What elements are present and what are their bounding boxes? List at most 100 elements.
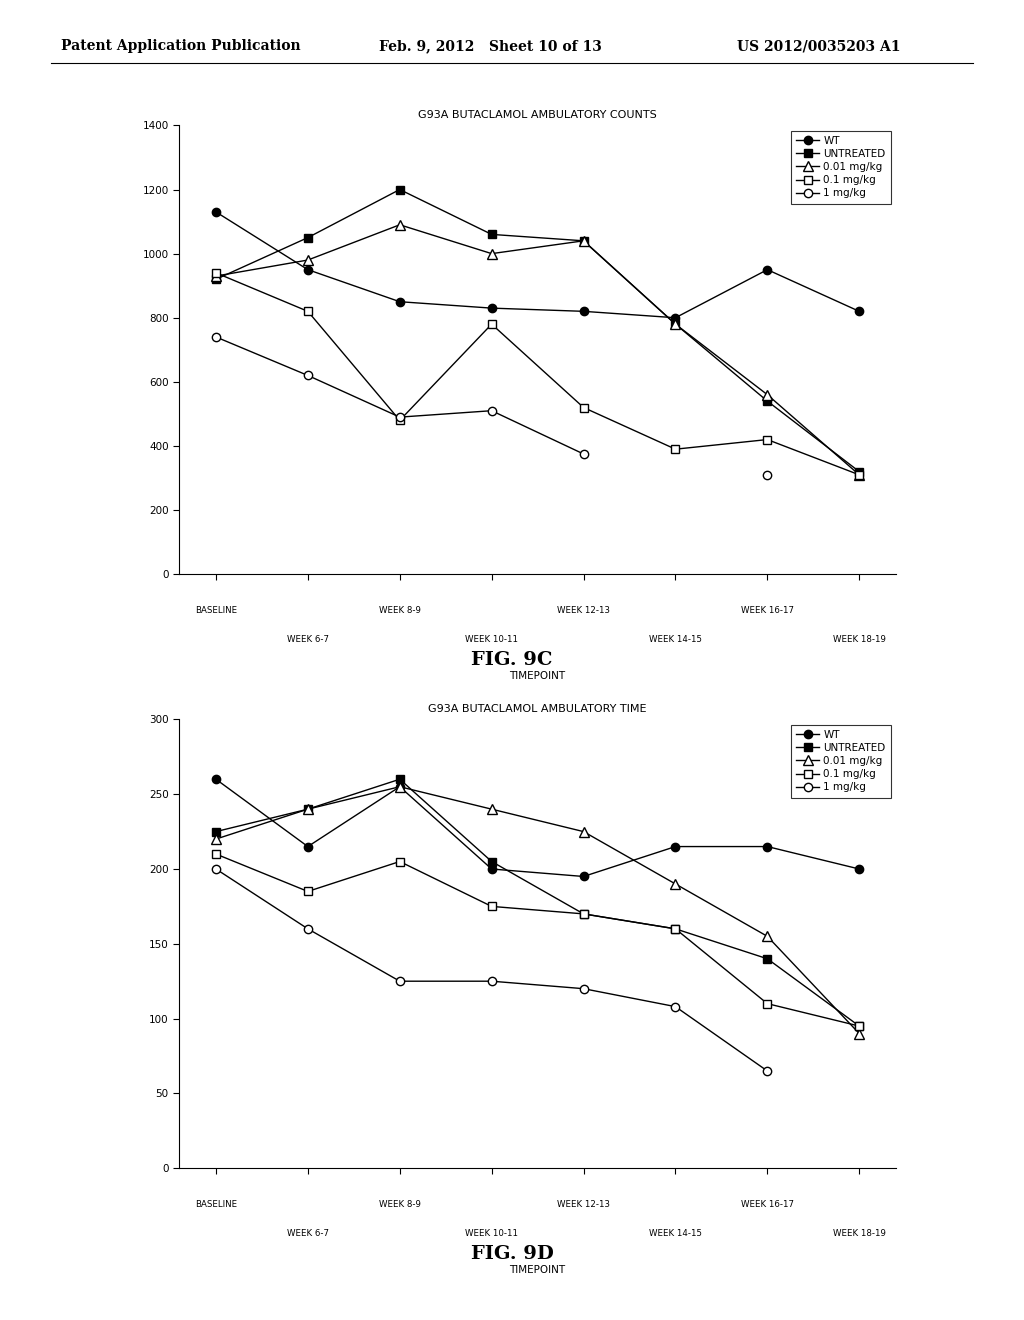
Line: UNTREATED: UNTREATED bbox=[212, 185, 863, 475]
Line: 0.01 mg/kg: 0.01 mg/kg bbox=[211, 220, 864, 479]
UNTREATED bbox=[393, 771, 406, 787]
WT bbox=[302, 261, 314, 277]
0.01 mg/kg bbox=[393, 779, 406, 795]
0.01 mg/kg bbox=[670, 317, 682, 333]
UNTREATED bbox=[393, 182, 406, 198]
UNTREATED bbox=[210, 824, 222, 840]
WT bbox=[670, 310, 682, 326]
WT bbox=[210, 771, 222, 787]
Line: 0.1 mg/kg: 0.1 mg/kg bbox=[212, 850, 863, 1030]
1 mg/kg bbox=[210, 861, 222, 876]
Legend: WT, UNTREATED, 0.01 mg/kg, 0.1 mg/kg, 1 mg/kg: WT, UNTREATED, 0.01 mg/kg, 0.1 mg/kg, 1 … bbox=[792, 725, 891, 797]
0.01 mg/kg bbox=[210, 832, 222, 847]
Text: WEEK 14-15: WEEK 14-15 bbox=[649, 1229, 701, 1238]
Line: WT: WT bbox=[212, 207, 863, 322]
1 mg/kg bbox=[761, 1063, 773, 1078]
0.1 mg/kg bbox=[670, 441, 682, 457]
1 mg/kg bbox=[302, 921, 314, 937]
1 mg/kg bbox=[578, 446, 590, 462]
Text: BASELINE: BASELINE bbox=[195, 606, 237, 615]
0.01 mg/kg bbox=[670, 876, 682, 892]
WT bbox=[761, 261, 773, 277]
Title: G93A BUTACLAMOL AMBULATORY COUNTS: G93A BUTACLAMOL AMBULATORY COUNTS bbox=[418, 111, 657, 120]
WT bbox=[485, 861, 498, 876]
UNTREATED bbox=[761, 393, 773, 409]
0.1 mg/kg bbox=[670, 921, 682, 937]
0.01 mg/kg bbox=[853, 1026, 865, 1041]
Line: WT: WT bbox=[212, 775, 863, 880]
UNTREATED bbox=[485, 854, 498, 870]
WT bbox=[302, 838, 314, 854]
Text: WEEK 6-7: WEEK 6-7 bbox=[287, 1229, 329, 1238]
1 mg/kg bbox=[578, 981, 590, 997]
1 mg/kg bbox=[485, 403, 498, 418]
Text: TIMEPOINT: TIMEPOINT bbox=[510, 1265, 565, 1275]
WT bbox=[853, 861, 865, 876]
0.1 mg/kg bbox=[485, 317, 498, 333]
0.01 mg/kg bbox=[761, 387, 773, 403]
0.01 mg/kg bbox=[485, 246, 498, 261]
1 mg/kg bbox=[485, 973, 498, 989]
0.01 mg/kg bbox=[302, 252, 314, 268]
Text: WEEK 18-19: WEEK 18-19 bbox=[833, 1229, 886, 1238]
0.1 mg/kg bbox=[393, 412, 406, 428]
WT bbox=[393, 779, 406, 795]
1 mg/kg bbox=[302, 367, 314, 383]
Text: WEEK 10-11: WEEK 10-11 bbox=[465, 1229, 518, 1238]
Line: 1 mg/kg: 1 mg/kg bbox=[212, 865, 771, 1074]
WT bbox=[761, 838, 773, 854]
WT bbox=[210, 205, 222, 220]
1 mg/kg bbox=[670, 999, 682, 1015]
Text: WEEK 16-17: WEEK 16-17 bbox=[740, 1200, 794, 1209]
0.1 mg/kg bbox=[210, 265, 222, 281]
Text: WEEK 8-9: WEEK 8-9 bbox=[379, 606, 421, 615]
0.1 mg/kg bbox=[761, 432, 773, 447]
WT bbox=[578, 304, 590, 319]
0.01 mg/kg bbox=[853, 467, 865, 483]
Text: Feb. 9, 2012   Sheet 10 of 13: Feb. 9, 2012 Sheet 10 of 13 bbox=[379, 40, 602, 53]
UNTREATED bbox=[853, 1018, 865, 1034]
WT bbox=[853, 304, 865, 319]
UNTREATED bbox=[485, 227, 498, 243]
UNTREATED bbox=[670, 921, 682, 937]
UNTREATED bbox=[302, 801, 314, 817]
0.01 mg/kg bbox=[393, 216, 406, 232]
Text: WEEK 12-13: WEEK 12-13 bbox=[557, 606, 610, 615]
UNTREATED bbox=[578, 232, 590, 248]
0.1 mg/kg bbox=[485, 899, 498, 915]
Line: 0.01 mg/kg: 0.01 mg/kg bbox=[211, 781, 864, 1039]
UNTREATED bbox=[670, 317, 682, 333]
Text: WEEK 8-9: WEEK 8-9 bbox=[379, 1200, 421, 1209]
UNTREATED bbox=[578, 906, 590, 921]
Line: 1 mg/kg: 1 mg/kg bbox=[212, 333, 588, 458]
0.01 mg/kg bbox=[485, 801, 498, 817]
0.1 mg/kg bbox=[578, 400, 590, 416]
WT bbox=[578, 869, 590, 884]
0.1 mg/kg bbox=[302, 883, 314, 899]
Text: WEEK 14-15: WEEK 14-15 bbox=[649, 635, 701, 644]
Legend: WT, UNTREATED, 0.01 mg/kg, 0.1 mg/kg, 1 mg/kg: WT, UNTREATED, 0.01 mg/kg, 0.1 mg/kg, 1 … bbox=[792, 131, 891, 203]
Title: G93A BUTACLAMOL AMBULATORY TIME: G93A BUTACLAMOL AMBULATORY TIME bbox=[428, 705, 647, 714]
WT bbox=[485, 300, 498, 315]
Text: WEEK 10-11: WEEK 10-11 bbox=[465, 635, 518, 644]
0.1 mg/kg bbox=[853, 467, 865, 483]
0.1 mg/kg bbox=[578, 906, 590, 921]
Text: BASELINE: BASELINE bbox=[195, 1200, 237, 1209]
WT bbox=[393, 294, 406, 310]
Text: WEEK 16-17: WEEK 16-17 bbox=[740, 606, 794, 615]
0.01 mg/kg bbox=[302, 801, 314, 817]
1 mg/kg bbox=[393, 973, 406, 989]
0.1 mg/kg bbox=[761, 995, 773, 1011]
0.01 mg/kg bbox=[210, 268, 222, 284]
Text: WEEK 6-7: WEEK 6-7 bbox=[287, 635, 329, 644]
Text: TIMEPOINT: TIMEPOINT bbox=[510, 671, 565, 681]
Text: WEEK 18-19: WEEK 18-19 bbox=[833, 635, 886, 644]
Text: FIG. 9C: FIG. 9C bbox=[471, 651, 553, 669]
0.1 mg/kg bbox=[302, 304, 314, 319]
WT bbox=[670, 838, 682, 854]
UNTREATED bbox=[302, 230, 314, 246]
0.01 mg/kg bbox=[578, 824, 590, 840]
Text: FIG. 9D: FIG. 9D bbox=[471, 1245, 553, 1263]
0.1 mg/kg bbox=[853, 1018, 865, 1034]
Text: US 2012/0035203 A1: US 2012/0035203 A1 bbox=[737, 40, 901, 53]
